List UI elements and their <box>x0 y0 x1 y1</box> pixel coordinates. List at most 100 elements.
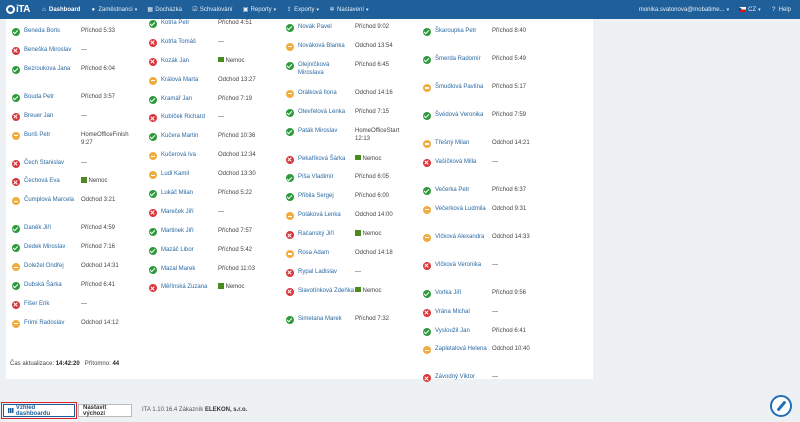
employee-name-link[interactable]: Píša Vladimír <box>298 174 334 181</box>
employee-name-link[interactable]: Čech Stanislav <box>24 159 65 166</box>
set-default-button[interactable]: Nastavit výchozí <box>78 404 132 417</box>
check-square-icon: ☑ <box>192 6 198 13</box>
employee-name-link[interactable]: Orálková Ilona <box>298 89 337 96</box>
employee-name-link[interactable]: Olejníčková Miroslava <box>298 61 330 77</box>
attendance-text: Nemoc <box>88 178 108 185</box>
nav-item-exporty[interactable]: ⇪ Exporty ▾ <box>281 7 324 13</box>
employee-name-link[interactable]: Vlčková Veronika <box>435 261 482 268</box>
employee-row: Frimí Radoslav Odchod 14:12 <box>10 319 143 338</box>
employee-name-link[interactable]: Paták Miroslav <box>298 127 338 134</box>
employee-name-link[interactable]: Zapletalová Helena <box>435 346 487 353</box>
attendance-value: Odchod 14:12 <box>81 319 141 328</box>
attendance-value: Příchod 4:51 <box>218 19 278 28</box>
employee-name-link[interactable]: Vlčková Alexandra <box>435 233 485 240</box>
employee-name-link[interactable]: Pekaříková Šárka <box>298 155 346 162</box>
employee-name-link[interactable]: Mareček Jiří <box>161 208 194 215</box>
left-status-icon <box>286 212 294 221</box>
employee-name-link[interactable]: Vorlka Jiří <box>435 289 462 296</box>
employee-name-link[interactable]: Večerková Ludmila <box>435 205 486 212</box>
attendance-text: Příchod 6:45 <box>355 61 390 68</box>
employee-name-link[interactable]: Bezroukova Jana <box>24 65 71 72</box>
attendance-value: — <box>492 158 552 167</box>
attendance-value: Odchod 14:16 <box>355 89 415 98</box>
employee-name-link[interactable]: Kotrla Petr <box>161 20 190 26</box>
attendance-value: — <box>218 113 278 122</box>
ita-logo[interactable]: iTA <box>0 4 36 15</box>
employee-name-link[interactable]: Simetana Marek <box>298 315 342 322</box>
employee-name-link[interactable]: Poláková Lenka <box>298 212 341 219</box>
employee-name-link[interactable]: Kubíček Richard <box>161 114 206 121</box>
employee-name-link[interactable]: Breuer Jan <box>24 112 54 119</box>
employee-name-link[interactable]: Beneda Boris <box>24 28 61 34</box>
employee-name-link[interactable]: Vrána Michal <box>435 308 470 315</box>
employee-row: Vašíčková Milla — <box>421 158 554 186</box>
employee-name-link[interactable]: Králová Marta <box>161 76 199 83</box>
attendance-text: Odchod 14:31 <box>81 263 119 270</box>
employee-name-link[interactable]: Mazal Marek <box>161 265 196 272</box>
employee-name-link[interactable]: Dedek Miroslav <box>24 244 66 251</box>
user-menu[interactable]: monika.svatonova@mobatime... ▾ <box>634 7 734 13</box>
employee-name-link[interactable]: Dubská Šárka <box>24 282 62 289</box>
employee-name-link[interactable]: Frimí Radoslav <box>24 319 65 326</box>
nav-item-dashboard[interactable]: ⌂ Dashboard <box>36 7 85 13</box>
employee-name-link[interactable]: Nováková Blanka <box>298 42 345 49</box>
employee-name-link[interactable]: Fišer Erik <box>24 300 50 307</box>
employee-name-link[interactable]: Kučera Martin <box>161 133 199 140</box>
employee-name-link[interactable]: Kotrla Tomáš <box>161 38 196 45</box>
attendance-value: Nemoc <box>355 286 415 296</box>
employee-row: Doležel Ondřej Odchod 14:31 <box>10 262 143 281</box>
employee-name-link[interactable]: Ludl Kamil <box>161 171 190 178</box>
employee-name-link[interactable]: Šmerda Radomír <box>435 56 481 62</box>
employee-name-link[interactable]: Třešný Milan <box>435 140 470 146</box>
employee-name-link[interactable]: Slavotínková Zdeňka <box>298 287 355 294</box>
employee-name-link[interactable]: Bouda Petr <box>24 93 55 100</box>
employee-name-link[interactable]: Mazáč Libor <box>161 246 194 253</box>
employee-row: Závodný Viktor — <box>421 373 554 401</box>
employee-row: Kotrla Tomáš — <box>147 38 280 57</box>
employee-name-link[interactable]: Daněk Jiří <box>24 225 52 232</box>
attendance-value: — <box>81 112 141 121</box>
employee-name-link[interactable]: Rypal Ladislav <box>298 268 338 275</box>
nav-item-dochazka[interactable]: ▦ Docházka <box>142 7 187 13</box>
nav-item-nastaveni[interactable]: ✲ Nastavení ▾ <box>324 7 374 13</box>
absent-status-icon <box>149 284 157 293</box>
nav-item-schvalovani[interactable]: ☑ Schvalování <box>187 7 238 13</box>
attendance-value: Příchod 7:16 <box>81 243 141 252</box>
employee-name-link[interactable]: Kramář Jan <box>161 95 193 102</box>
employee-name-link[interactable]: Vysloužil Jan <box>435 327 470 334</box>
employee-name-link[interactable]: Měřínská Zuzana <box>161 284 208 291</box>
employee-name-link[interactable]: Lukáč Milan <box>161 190 194 197</box>
employee-name-link[interactable]: Šmudlová Pavlína <box>435 84 484 90</box>
employee-name-link[interactable]: Rosa Adam <box>298 250 330 257</box>
nav-item-reporty[interactable]: ▣ Reporty ▾ <box>238 7 282 13</box>
employee-name-link[interactable]: Závodný Viktor <box>435 374 475 381</box>
nav-item-zamestnanci[interactable]: ● Zaměstnanci ▾ <box>85 7 142 13</box>
version-info: ITA 1.10.16.4 Zákazník ELEKON, s.r.o. <box>142 407 247 413</box>
employee-name-link[interactable]: Vašíčková Milla <box>435 158 477 165</box>
employee-name-link[interactable]: Čechová Eva <box>24 178 60 185</box>
employee-name-link[interactable]: Večerka Petr <box>435 186 470 193</box>
employee-row: Orálková Ilona Odchod 14:16 <box>284 89 417 108</box>
employee-name-link[interactable]: Kozák Jan <box>161 57 190 64</box>
employee-name-link[interactable]: Otevřelová Lenka <box>298 108 346 115</box>
employee-name-link[interactable]: Škaroupka Petr <box>435 28 477 34</box>
employee-name-link[interactable]: Martinek Jiří <box>161 227 194 234</box>
employee-name-link[interactable]: Novák Pavel <box>298 24 332 30</box>
employee-name-link[interactable]: Beneška Miroslav <box>24 46 72 53</box>
language-selector[interactable]: CZ ▾ <box>734 7 766 13</box>
version-text: ITA 1.10.16.4 Zákazník <box>142 407 204 413</box>
dashboard-view-button[interactable]: Vzhled dashboardu <box>3 404 75 417</box>
attendance-value: Příchod 9:02 <box>355 23 415 32</box>
employee-name-link[interactable]: Kučerová Iva <box>161 152 197 159</box>
compass-icon[interactable] <box>770 395 792 417</box>
employee-name-link[interactable]: Doležel Ondřej <box>24 263 64 270</box>
employee-name-link[interactable]: Račanský Jiří <box>298 231 335 238</box>
attendance-text: Odchod 3:21 <box>81 197 116 204</box>
present-status-icon <box>286 127 294 136</box>
employee-name-link[interactable]: Čumplová Marcela <box>24 197 75 204</box>
employee-name-link[interactable]: Švédová Veronika <box>435 112 484 118</box>
help-link[interactable]: ? Help <box>766 7 796 13</box>
employee-name-link[interactable]: Buriš Petr <box>24 131 51 138</box>
attendance-text: — <box>81 159 87 166</box>
employee-name-link[interactable]: Přibila Sergej <box>298 193 334 200</box>
